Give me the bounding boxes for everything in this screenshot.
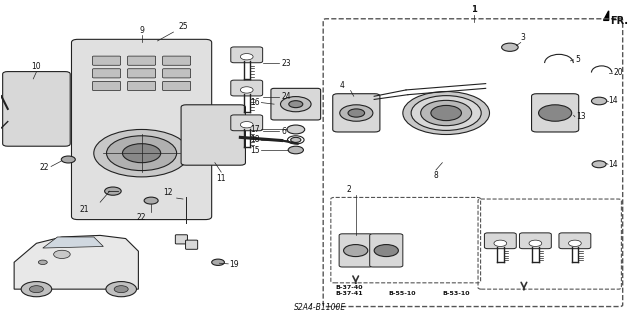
Circle shape [431,105,461,121]
Text: 22: 22 [137,213,147,222]
Circle shape [502,43,518,51]
FancyBboxPatch shape [127,81,156,91]
Circle shape [144,197,158,204]
Circle shape [539,105,572,121]
Text: 18: 18 [250,135,259,145]
Circle shape [411,96,481,130]
Text: 17: 17 [250,125,259,134]
Circle shape [38,260,47,264]
FancyBboxPatch shape [520,233,551,249]
Text: 11: 11 [216,174,226,183]
Polygon shape [604,11,609,20]
Circle shape [29,286,44,293]
Text: 23: 23 [282,59,291,68]
FancyBboxPatch shape [163,56,191,65]
FancyBboxPatch shape [93,56,120,65]
FancyBboxPatch shape [231,47,262,63]
FancyBboxPatch shape [333,94,380,132]
Text: 22: 22 [40,163,49,172]
Text: 16: 16 [250,98,259,107]
Circle shape [348,109,365,117]
Circle shape [420,100,472,126]
FancyBboxPatch shape [370,234,403,267]
Circle shape [241,122,253,128]
Text: 24: 24 [282,92,291,101]
Text: 4: 4 [340,81,345,90]
Text: 1: 1 [471,5,477,14]
Polygon shape [14,235,138,289]
Text: B-55-10: B-55-10 [389,291,417,296]
Circle shape [21,282,52,297]
FancyBboxPatch shape [484,233,516,249]
Text: 25: 25 [178,22,188,32]
Text: 12: 12 [164,189,173,197]
Circle shape [568,240,581,247]
Text: 2: 2 [346,185,351,194]
Circle shape [494,240,507,247]
Circle shape [291,137,301,142]
FancyBboxPatch shape [186,240,198,249]
FancyBboxPatch shape [93,69,120,78]
Circle shape [122,144,161,163]
Text: 6: 6 [282,127,287,136]
FancyBboxPatch shape [93,81,120,91]
Text: 9: 9 [139,26,144,34]
Text: 14: 14 [609,97,618,106]
Circle shape [289,101,303,108]
Circle shape [104,187,121,195]
Circle shape [241,87,253,93]
Circle shape [288,146,303,154]
FancyBboxPatch shape [181,105,246,165]
Circle shape [529,240,541,247]
Circle shape [287,125,305,134]
Circle shape [340,105,373,121]
FancyBboxPatch shape [163,69,191,78]
Circle shape [591,97,607,105]
Text: B-53-10: B-53-10 [442,291,470,296]
Text: FR.: FR. [610,16,628,26]
FancyBboxPatch shape [231,115,262,131]
FancyBboxPatch shape [532,94,579,132]
FancyBboxPatch shape [175,235,188,244]
FancyBboxPatch shape [271,88,321,120]
Circle shape [241,54,253,60]
Circle shape [94,130,189,177]
Circle shape [114,286,128,293]
Text: 3: 3 [521,33,525,42]
FancyBboxPatch shape [127,69,156,78]
Text: 5: 5 [575,56,580,64]
Circle shape [403,92,490,135]
Circle shape [374,245,398,256]
Text: 15: 15 [250,145,259,154]
FancyBboxPatch shape [163,81,191,91]
FancyBboxPatch shape [127,56,156,65]
Text: B-37-40: B-37-40 [335,286,363,290]
Text: S2A4-B1100E: S2A4-B1100E [294,303,346,312]
Text: 19: 19 [230,260,239,269]
FancyBboxPatch shape [339,234,372,267]
Circle shape [106,136,177,171]
Circle shape [61,156,76,163]
Text: 10: 10 [31,62,41,71]
Text: 14: 14 [609,160,618,169]
Polygon shape [43,237,103,248]
Circle shape [212,259,225,265]
FancyBboxPatch shape [231,80,262,96]
Circle shape [54,250,70,258]
Circle shape [106,282,136,297]
Text: B-37-41: B-37-41 [335,291,363,296]
Circle shape [280,97,311,112]
Text: 8: 8 [433,171,438,180]
Text: 20: 20 [613,68,623,77]
Circle shape [344,245,368,256]
FancyBboxPatch shape [72,39,212,219]
Text: 21: 21 [79,205,89,214]
FancyBboxPatch shape [559,233,591,249]
Text: 13: 13 [576,112,586,121]
Circle shape [592,161,606,168]
FancyBboxPatch shape [3,71,70,146]
